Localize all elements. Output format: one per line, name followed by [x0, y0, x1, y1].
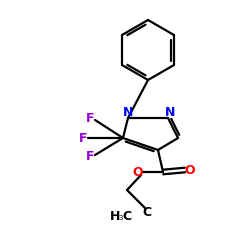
Text: $_{3}$: $_{3}$ [118, 213, 124, 223]
Text: N: N [165, 106, 175, 120]
Text: C: C [122, 210, 132, 222]
Text: N: N [123, 106, 133, 120]
Text: O: O [133, 166, 143, 178]
Text: F: F [79, 132, 87, 144]
Text: F: F [86, 112, 94, 124]
Text: O: O [185, 164, 195, 176]
Text: F: F [86, 150, 94, 164]
Text: H: H [110, 210, 120, 222]
Text: C: C [142, 206, 152, 218]
